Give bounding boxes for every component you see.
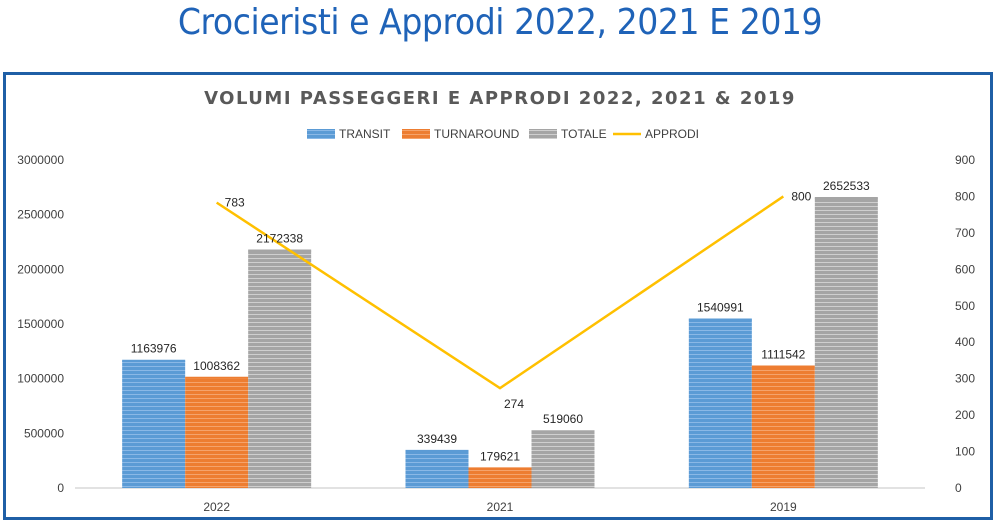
y2-tick-label: 100	[955, 445, 975, 459]
data-label-totale: 519060	[543, 412, 583, 426]
y2-tick-label: 600	[955, 262, 975, 276]
line-approdi	[215, 195, 785, 390]
y2-tick-label: 200	[955, 408, 975, 422]
bar-transit-2021	[405, 450, 469, 488]
y2-tick-label: 900	[955, 153, 975, 167]
bar-turnaround-2021	[468, 468, 532, 488]
y-tick-label: 500000	[24, 426, 64, 440]
x-tick-label: 2021	[487, 500, 514, 514]
bar-totale-2022	[248, 250, 312, 488]
y2-tick-label: 0	[955, 481, 962, 495]
data-label-turnaround: 1008362	[193, 359, 240, 373]
legend-marker-totale	[529, 129, 557, 139]
y-tick-label: 1000000	[17, 372, 64, 386]
x-tick-label: 2022	[203, 500, 230, 514]
data-label-turnaround: 1111542	[761, 347, 805, 361]
data-label-transit: 1163976	[131, 342, 177, 356]
data-label-approdi: 783	[225, 196, 245, 210]
legend-label-turnaround: TURNAROUND	[434, 127, 520, 141]
chart-title: VOLUMI PASSEGGERI E APPRODI 2022, 2021 &…	[204, 88, 796, 109]
y2-tick-label: 500	[955, 299, 975, 313]
bar-turnaround-2019	[751, 366, 815, 488]
legend-label-approdi: APPRODI	[645, 127, 699, 141]
data-label-turnaround: 179621	[480, 449, 520, 463]
data-label-transit: 1540991	[697, 301, 744, 315]
y-tick-label: 0	[57, 481, 64, 495]
y2-tick-label: 700	[955, 226, 975, 240]
y2-tick-label: 800	[955, 189, 975, 203]
y2-tick-label: 300	[955, 372, 975, 386]
data-label-approdi: 274	[504, 397, 524, 411]
legend-marker-turnaround	[402, 129, 430, 139]
y-tick-label: 3000000	[17, 153, 64, 167]
y-tick-label: 1500000	[17, 317, 64, 331]
data-label-totale: 2652533	[823, 179, 870, 193]
y2-tick-label: 400	[955, 335, 975, 349]
data-label-transit: 339439	[417, 432, 457, 446]
bar-turnaround-2022	[185, 377, 249, 488]
bar-totale-2019	[814, 197, 878, 488]
legend-marker-transit	[307, 129, 335, 139]
y-tick-label: 2500000	[17, 208, 64, 222]
bar-transit-2022	[122, 360, 186, 488]
bar-totale-2021	[531, 431, 595, 488]
data-label-totale: 2172338	[256, 231, 303, 245]
y-tick-label: 2000000	[17, 262, 64, 276]
legend-label-totale: TOTALE	[561, 127, 607, 141]
x-tick-label: 2019	[770, 500, 797, 514]
bar-transit-2019	[688, 319, 752, 488]
data-label-approdi: 800	[791, 189, 811, 203]
page-title: Crocieristi e Approdi 2022, 2021 E 2019	[177, 2, 823, 43]
legend-label-transit: TRANSIT	[339, 127, 391, 141]
